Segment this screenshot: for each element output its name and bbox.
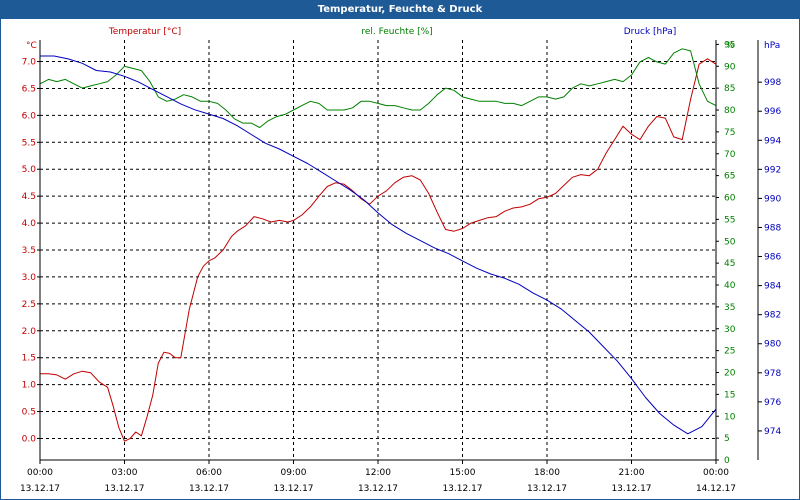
x-tick-date: 13.12.17: [189, 484, 229, 494]
x-tick-time: 00:00: [27, 468, 53, 478]
chart-title: Temperatur, Feuchte & Druck: [1, 1, 799, 19]
temperature-tick-label: 7.0: [22, 58, 37, 68]
humidity-tick-label: 65: [724, 172, 735, 182]
humidity-axis-unit: %: [726, 41, 735, 51]
humidity-tick-label: 0: [724, 456, 730, 466]
humidity-tick-label: 85: [724, 84, 735, 94]
x-tick-date: 13.12.17: [358, 484, 398, 494]
temperature-tick-label: 4.5: [22, 192, 36, 202]
humidity-tick-label: 25: [724, 347, 735, 357]
temperature-tick-label: 0.5: [22, 408, 36, 418]
x-tick-time: 09:00: [281, 468, 307, 478]
temperature-tick-label: 2.5: [22, 300, 36, 310]
x-tick-date: 13.12.17: [527, 484, 567, 494]
pressure-line: [40, 55, 717, 435]
temperature-tick-label: 1.5: [22, 354, 36, 364]
humidity-tick-label: 40: [724, 281, 736, 291]
x-tick-date: 13.12.17: [611, 484, 651, 494]
humidity-tick-label: 70: [724, 150, 736, 160]
humidity-tick-label: 55: [724, 215, 735, 225]
pressure-tick-label: 988: [764, 223, 781, 233]
series-lines: [39, 48, 717, 442]
humidity-tick-label: 50: [724, 237, 736, 247]
pressure-tick-label: 986: [764, 253, 781, 263]
x-tick-time: 00:00: [703, 468, 729, 478]
x-tick-date: 13.12.17: [104, 484, 144, 494]
x-tick-time: 15:00: [450, 468, 476, 478]
x-tick-date: 13.12.17: [442, 484, 482, 494]
humidity-tick-label: 15: [724, 390, 735, 400]
axis-ticks: 00:00 13.12.17 03:00 13.12.17 06:00 13.12.17 0…: [20, 40, 781, 494]
pressure-tick-label: 998: [764, 78, 781, 88]
x-tick-time: 12:00: [365, 468, 391, 478]
pressure-axis-unit: hPa: [764, 41, 780, 51]
humidity-tick-label: 30: [724, 325, 736, 335]
temperature-tick-label: 5.5: [22, 138, 36, 148]
temperature-tick-label: 2.0: [22, 327, 37, 337]
temperature-tick-label: 6.0: [22, 111, 37, 121]
pressure-tick-label: 984: [764, 282, 781, 292]
pressure-tick-label: 996: [764, 107, 781, 117]
x-tick-date: 13.12.17: [20, 484, 60, 494]
temperature-tick-label: 6.5: [22, 84, 36, 94]
humidity-tick-label: 75: [724, 128, 735, 138]
humidity-tick-label: 20: [724, 369, 736, 379]
pressure-tick-label: 994: [764, 136, 781, 146]
humidity-tick-label: 60: [724, 194, 736, 204]
pressure-tick-label: 974: [764, 427, 781, 437]
x-tick-time: 03:00: [112, 468, 138, 478]
temperature-axis-unit: °C: [26, 41, 37, 51]
temperature-tick-label: 0.0: [22, 434, 37, 444]
x-tick-time: 06:00: [196, 468, 222, 478]
humidity-line: [39, 48, 717, 128]
temperature-line: [40, 58, 717, 442]
humidity-tick-label: 35: [724, 303, 735, 313]
humidity-legend: rel. Feuchte [%]: [361, 27, 432, 37]
temperature-tick-label: 1.0: [22, 381, 37, 391]
x-tick-date: 14.12.17: [696, 484, 736, 494]
humidity-tick-label: 90: [724, 62, 736, 72]
humidity-tick-label: 80: [724, 106, 736, 116]
pressure-tick-label: 982: [764, 311, 781, 321]
pressure-tick-label: 992: [764, 165, 781, 175]
temperature-tick-label: 3.0: [22, 273, 37, 283]
pressure-tick-label: 978: [764, 369, 781, 379]
humidity-tick-label: 45: [724, 259, 735, 269]
temperature-legend: Temperatur [°C]: [108, 27, 181, 37]
x-tick-time: 21:00: [619, 468, 645, 478]
humidity-tick-label: 5: [724, 434, 730, 444]
humidity-tick-label: 95: [724, 40, 735, 50]
x-tick-date: 13.12.17: [273, 484, 313, 494]
pressure-tick-label: 980: [764, 340, 781, 350]
temperature-tick-label: 5.0: [22, 165, 37, 175]
pressure-tick-label: 976: [764, 398, 781, 408]
temperature-tick-label: 4.0: [22, 219, 37, 229]
x-tick-time: 18:00: [534, 468, 560, 478]
temperature-tick-label: 3.5: [22, 246, 36, 256]
humidity-tick-label: 10: [724, 412, 736, 422]
pressure-legend: Druck [hPa]: [624, 27, 677, 37]
pressure-tick-label: 990: [764, 194, 781, 204]
